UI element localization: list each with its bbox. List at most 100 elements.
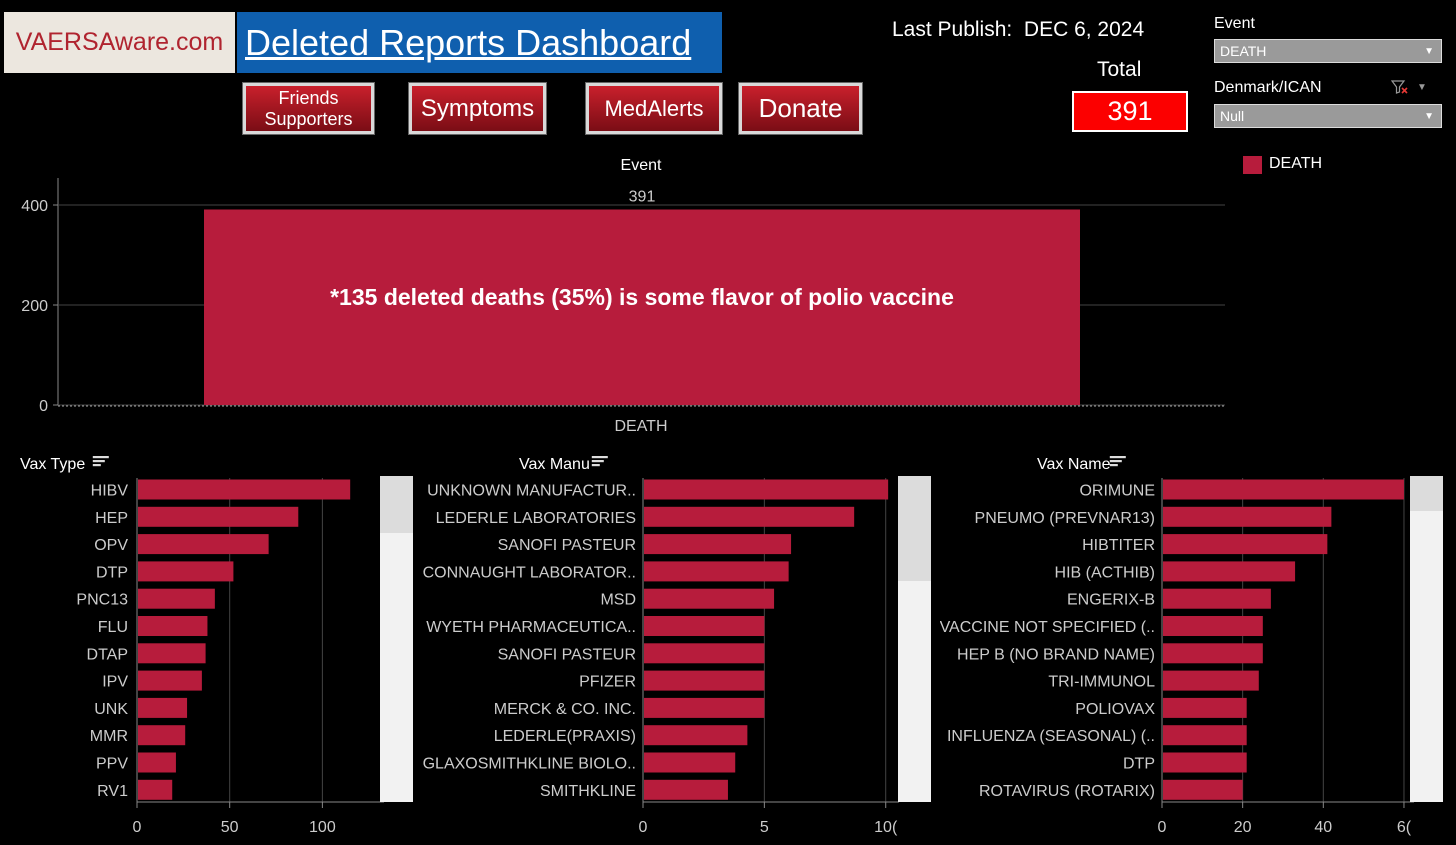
sort-icon (1109, 464, 1118, 467)
denmark-filter-select[interactable]: Null ▼ (1214, 104, 1442, 128)
category-label: LEDERLE(PRAXIS) (494, 728, 636, 745)
denmark-filter-label: Denmark/ICAN (1214, 79, 1322, 96)
vax-name-chart: Vax Name ORIMUNE PNEUMO (PREVNAR13) HIBTITE… (940, 456, 1443, 836)
category-label: RV1 (97, 783, 128, 800)
scrollbar-thumb[interactable] (1410, 476, 1443, 511)
category-label: PPV (96, 756, 128, 773)
chevron-down-icon: ▼ (1424, 110, 1434, 122)
category-label: OPV (94, 537, 128, 554)
chevron-down-icon: ▼ (1424, 45, 1434, 57)
bar-vax-name (1163, 561, 1296, 582)
category-label: PNEUMO (PREVNAR13) (975, 510, 1155, 527)
vax-manu-title: Vax Manu (519, 456, 590, 473)
bar-vax-manu (644, 561, 789, 582)
category-label: PNC13 (76, 592, 128, 609)
category-label: DTP (1123, 756, 1155, 773)
denmark-filter-value: Null (1220, 108, 1245, 124)
category-label: ROTAVIRUS (ROTARIX) (979, 783, 1155, 800)
category-label: DTAP (87, 646, 128, 663)
bar-vax-type (138, 479, 351, 500)
category-label: POLIOVAX (1075, 701, 1155, 718)
friends-supporters-button[interactable]: Friends Supporters (243, 83, 374, 134)
sort-icon (92, 456, 109, 459)
total-value: 391 (1072, 91, 1188, 132)
x-category-label: DEATH (614, 418, 667, 435)
category-label: SANOFI PASTEUR (498, 537, 636, 554)
site-logo[interactable]: VAERSAware.com (4, 12, 235, 73)
bar-vax-type (138, 725, 186, 746)
bar-vax-name (1163, 616, 1263, 636)
donate-button[interactable]: Donate (739, 83, 862, 134)
data-label: 391 (629, 189, 656, 206)
bar-vax-type (138, 697, 188, 718)
x-tick-label: 6( (1397, 819, 1412, 836)
sort-icon (591, 456, 608, 459)
category-label: DTP (96, 564, 128, 581)
sort-icon (1109, 456, 1126, 459)
vax-manu-chart: Vax Manu UNKNOWN MANUFACTUR.. LEDERLE LABO… (423, 456, 931, 836)
bar-vax-type (138, 779, 173, 800)
bar-vax-type (138, 752, 176, 773)
category-label: HIB (ACTHIB) (1055, 564, 1155, 581)
medalerts-button[interactable]: MedAlerts (586, 83, 722, 134)
event-bar-chart: Event 0 200 400 391 *135 deleted deaths (35%)… (21, 157, 1225, 435)
y-tick-label: 0 (39, 398, 48, 415)
bar-vax-manu (644, 779, 728, 800)
filter-menu-chevron-icon[interactable]: ▼ (1417, 82, 1427, 93)
scrollbar-thumb[interactable] (380, 476, 413, 533)
legend-death-label[interactable]: DEATH (1269, 155, 1323, 172)
sort-icon (1109, 460, 1122, 463)
category-label: SMITHKLINE (540, 783, 636, 800)
sort-icon (591, 464, 600, 467)
category-label: PFIZER (579, 674, 636, 691)
bar-vax-manu (644, 588, 775, 609)
x-tick-label: 10( (874, 819, 898, 836)
symptoms-button[interactable]: Symptoms (409, 83, 546, 134)
event-chart-title: Event (621, 157, 662, 174)
category-label: MMR (90, 728, 128, 745)
logo-text: VAERSAware.com (15, 28, 224, 56)
bar-vax-type (138, 561, 234, 582)
scrollbar-track[interactable] (1410, 476, 1443, 802)
category-label: ORIMUNE (1079, 483, 1155, 500)
category-label: MERCK & CO. INC. (494, 701, 636, 718)
category-label: VACCINE NOT SPECIFIED (.. (940, 619, 1155, 636)
x-tick-label: 50 (221, 819, 239, 836)
bar-vax-manu (644, 697, 765, 718)
bar-vax-name (1163, 697, 1247, 718)
bar-vax-manu (644, 506, 855, 527)
sort-icon (92, 464, 101, 467)
bar-vax-type (138, 616, 208, 636)
bar-vax-manu (644, 616, 765, 636)
category-label: HEP (95, 510, 128, 527)
bar-vax-manu (644, 643, 765, 664)
category-label: MSD (600, 592, 636, 609)
event-filter-label: Event (1214, 15, 1255, 32)
category-label: UNKNOWN MANUFACTUR.. (427, 483, 636, 500)
bar-vax-manu (644, 479, 889, 500)
chart-annotation: *135 deleted deaths (35%) is some flavor… (330, 284, 954, 310)
dashboard-title-link[interactable]: Deleted Reports Dashboard (237, 12, 722, 73)
bar-vax-name (1163, 479, 1404, 500)
bar-vax-name (1163, 643, 1263, 664)
category-label: FLU (98, 619, 128, 636)
bar-death (204, 209, 1080, 405)
last-publish-text: Last Publish: DEC 6, 2024 (892, 18, 1145, 41)
category-label: SANOFI PASTEUR (498, 646, 636, 663)
x-tick-label: 100 (309, 819, 336, 836)
sort-icon (591, 460, 604, 463)
clear-filter-icon[interactable] (1390, 79, 1409, 95)
bar-vax-name (1163, 588, 1271, 609)
event-filter-value: DEATH (1220, 43, 1267, 59)
x-tick-label: 5 (760, 819, 769, 836)
category-label: CONNAUGHT LABORATOR.. (423, 564, 636, 581)
category-label: WYETH PHARMACEUTICA.. (426, 619, 636, 636)
vax-name-title: Vax Name (1037, 456, 1111, 473)
bar-vax-name (1163, 752, 1247, 773)
bar-vax-type (138, 588, 215, 609)
category-label: LEDERLE LABORATORIES (436, 510, 636, 527)
bar-vax-manu (644, 752, 736, 773)
event-filter-select[interactable]: DEATH ▼ (1214, 39, 1442, 63)
scrollbar-thumb[interactable] (898, 476, 931, 581)
category-label: UNK (94, 701, 128, 718)
